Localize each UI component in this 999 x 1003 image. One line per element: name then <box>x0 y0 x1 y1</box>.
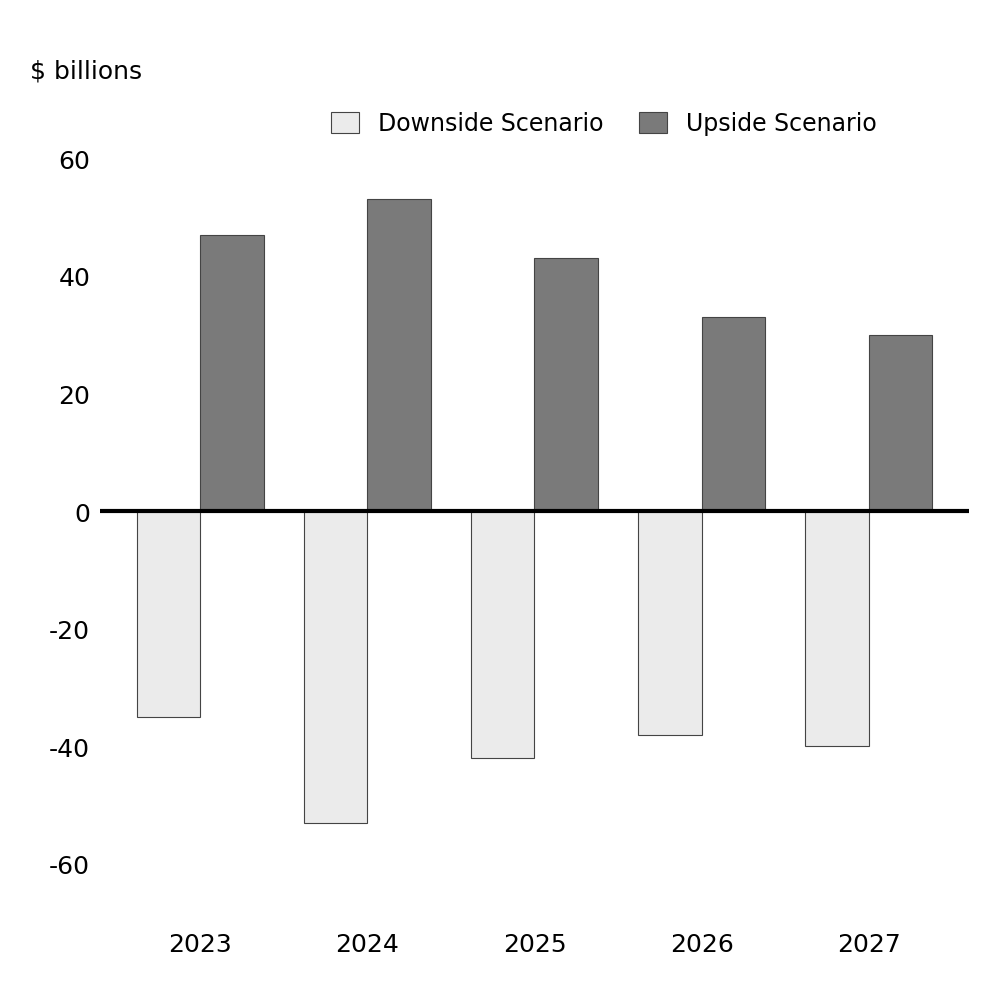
Bar <box>137 512 200 717</box>
Bar <box>304 512 368 822</box>
Bar <box>805 512 869 746</box>
Legend: Downside Scenario, Upside Scenario: Downside Scenario, Upside Scenario <box>331 112 877 136</box>
Bar <box>869 335 932 512</box>
Bar <box>534 259 598 512</box>
Bar <box>638 512 701 735</box>
Bar <box>200 236 264 512</box>
Bar <box>701 318 765 512</box>
Bar <box>368 201 431 512</box>
Text: $ billions: $ billions <box>30 59 143 83</box>
Bar <box>471 512 534 758</box>
